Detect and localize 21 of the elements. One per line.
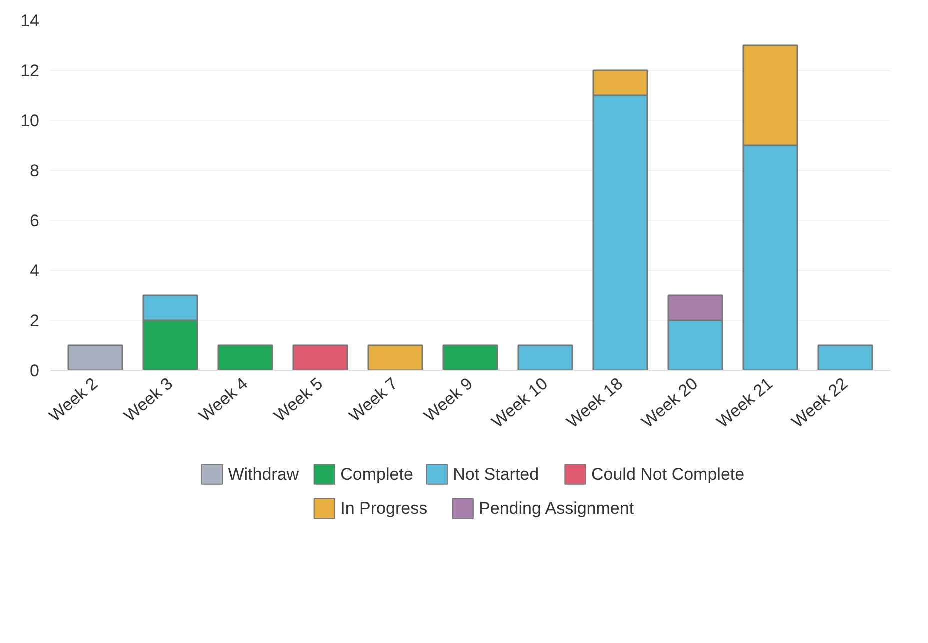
bar xyxy=(292,344,348,370)
y-tick-label: 12 xyxy=(20,62,40,80)
bar xyxy=(218,344,274,370)
y-tick-label: 6 xyxy=(30,212,40,230)
bar xyxy=(368,344,424,370)
y-tick-label: 4 xyxy=(30,262,40,280)
y-tick-label: 10 xyxy=(20,112,40,130)
legend-label: Not Started xyxy=(453,465,540,484)
y-tick-label: 8 xyxy=(30,162,40,180)
bar xyxy=(442,344,498,370)
bar xyxy=(518,344,574,370)
bar xyxy=(818,344,874,370)
legend-label: Pending Assignment xyxy=(479,499,634,518)
legend-label: Complete xyxy=(340,465,414,484)
bar xyxy=(68,344,124,370)
y-tick-label: 14 xyxy=(20,12,40,30)
legend-label: Could Not Complete xyxy=(592,465,745,484)
legend-label: In Progress xyxy=(340,499,428,518)
y-tick-label: 2 xyxy=(30,312,40,330)
legend-label: Withdraw xyxy=(228,465,300,484)
y-tick-label: 0 xyxy=(30,362,40,380)
